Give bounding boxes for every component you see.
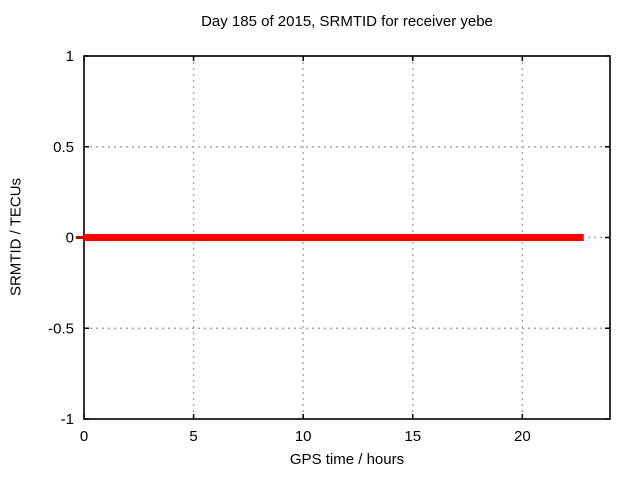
x-tick-label: 20 [514,428,531,445]
x-tick-label: 15 [404,428,421,445]
x-tick-label: 10 [295,428,312,445]
x-tick-label: 0 [80,428,88,445]
y-tick-label: 1 [66,48,74,65]
y-tick-label: -0.5 [48,320,74,337]
x-axis-label: GPS time / hours [289,451,405,468]
x-tick-label: 5 [189,428,197,445]
chart-title: Day 185 of 2015, SRMTID for receiver yeb… [201,13,493,30]
y-tick-label: -1 [61,411,74,428]
y-tick-label: 0 [66,230,74,247]
y-tick-label: 0.5 [53,139,74,156]
